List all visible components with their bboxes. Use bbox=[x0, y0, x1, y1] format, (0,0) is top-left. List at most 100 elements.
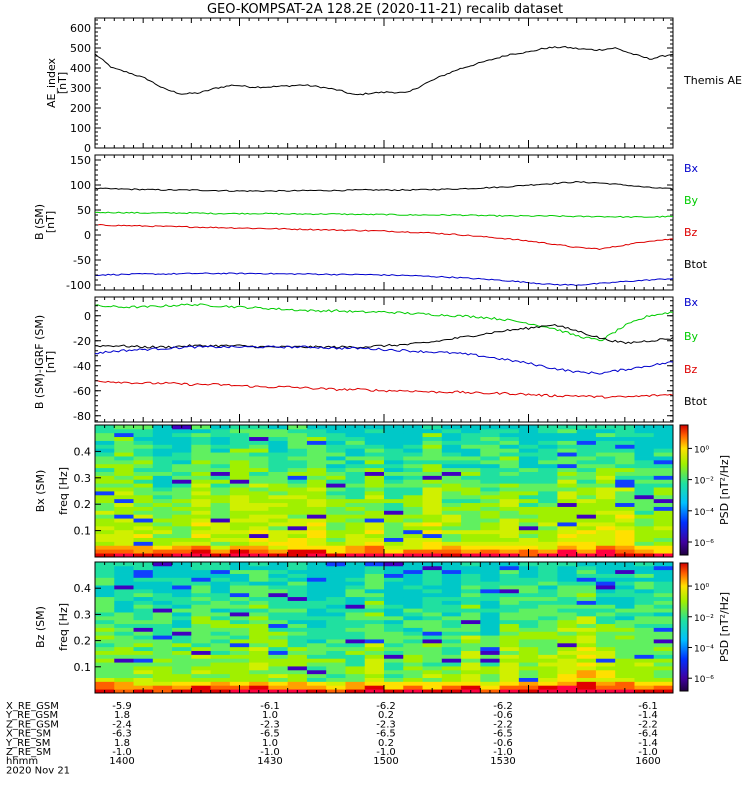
spectrogram-cell bbox=[634, 541, 655, 546]
spectrogram-cell bbox=[595, 585, 616, 590]
spectrogram-cell bbox=[268, 615, 289, 621]
spectrogram-cell bbox=[306, 677, 327, 682]
spectrogram-cell bbox=[653, 585, 674, 590]
spectrogram-cell bbox=[557, 592, 578, 598]
spectrogram-cell bbox=[480, 525, 500, 531]
spectrogram-cell bbox=[499, 448, 520, 453]
spectrogram-cell bbox=[615, 588, 635, 594]
spectrogram-cell bbox=[518, 436, 539, 441]
spectrogram-cell bbox=[191, 475, 211, 480]
spectrogram-cell bbox=[133, 463, 154, 469]
spectrogram-cell bbox=[403, 506, 423, 511]
spectrogram-cell bbox=[345, 677, 366, 682]
spectrogram-cell bbox=[229, 581, 250, 586]
spectrogram-cell bbox=[229, 677, 250, 682]
spectrogram-cell bbox=[538, 662, 558, 667]
spectrogram-cell bbox=[345, 428, 366, 434]
spectrogram-cell bbox=[422, 608, 443, 613]
spectrogram-cell bbox=[249, 440, 269, 445]
spectrogram-cell bbox=[518, 666, 539, 671]
bx-colorbar bbox=[679, 424, 689, 556]
spectrogram-cell bbox=[172, 646, 192, 652]
spectrogram-cell bbox=[403, 533, 423, 538]
spectrogram-cell bbox=[403, 436, 423, 441]
spectrogram-cell bbox=[441, 681, 462, 686]
spectrogram-cell bbox=[268, 529, 289, 535]
spectrogram-cell bbox=[229, 569, 250, 574]
spectrogram-cell bbox=[538, 491, 558, 496]
spectrogram-cell bbox=[133, 456, 154, 461]
spectrogram-cell bbox=[461, 506, 481, 511]
spectrogram-cell bbox=[114, 452, 134, 457]
spectrogram-cell bbox=[634, 514, 655, 519]
spectrogram-cell bbox=[384, 471, 404, 476]
spectrogram-cell bbox=[461, 514, 481, 519]
spectrogram-cell bbox=[518, 444, 539, 449]
spectrogram-cell bbox=[422, 673, 443, 678]
spectrogram-cell bbox=[249, 432, 269, 438]
spectrogram-cell bbox=[114, 650, 134, 655]
spectrogram-cell bbox=[249, 459, 269, 465]
spectrogram-cell bbox=[326, 529, 346, 535]
spectrogram-cell bbox=[364, 604, 385, 609]
spectrogram-cell bbox=[576, 428, 597, 434]
spectrogram-cell bbox=[441, 654, 462, 659]
spectrogram-cell bbox=[615, 549, 635, 554]
spectrogram-cell bbox=[441, 502, 462, 507]
spectrogram-cell bbox=[595, 541, 616, 546]
spectrogram-cell bbox=[364, 436, 385, 441]
spectrogram-cell bbox=[461, 658, 481, 663]
spectrogram-cell bbox=[229, 510, 250, 515]
spectrogram-cell bbox=[249, 452, 269, 457]
spectrogram-cell bbox=[557, 440, 578, 445]
spectrogram-cell bbox=[95, 592, 115, 598]
spectrogram-cell bbox=[384, 494, 404, 500]
spectrogram-cell bbox=[403, 514, 423, 519]
spectrogram-cell bbox=[576, 627, 597, 632]
ytick-label: 0 bbox=[84, 229, 91, 242]
spectrogram-cell bbox=[172, 631, 192, 636]
spectrogram-cell bbox=[480, 666, 500, 671]
spectrogram-cell bbox=[95, 573, 115, 578]
spectrogram-cell bbox=[114, 635, 134, 640]
spectrogram-cell bbox=[538, 475, 558, 480]
spectrogram-cell bbox=[306, 491, 327, 496]
spectrogram-cell bbox=[133, 577, 154, 582]
spectrogram-cell bbox=[422, 592, 443, 598]
spectrogram-cell bbox=[557, 506, 578, 511]
spectrogram-cell bbox=[441, 471, 462, 476]
spectrogram-cell bbox=[287, 440, 308, 445]
spectrogram-cell bbox=[499, 666, 520, 671]
spectrogram-cell bbox=[345, 592, 366, 598]
spectrogram-cell bbox=[268, 483, 289, 488]
spectrogram-cell bbox=[384, 529, 404, 535]
spectrogram-cell bbox=[133, 573, 154, 578]
spectrogram-cell bbox=[384, 635, 404, 640]
spectrogram-cell bbox=[461, 681, 481, 686]
spectrogram-cell bbox=[114, 456, 134, 461]
spectrogram-cell bbox=[152, 452, 173, 457]
spectrogram-cell bbox=[634, 677, 655, 682]
spectrogram-cell bbox=[345, 666, 366, 671]
spectrogram-cell bbox=[191, 448, 211, 453]
spectrogram-cell bbox=[634, 615, 655, 621]
spectrogram-cell bbox=[557, 487, 578, 492]
spectrogram-cell bbox=[615, 612, 635, 617]
spectrogram-cell bbox=[152, 525, 173, 531]
spectrogram-cell bbox=[461, 592, 481, 598]
spectrogram-cell bbox=[210, 463, 231, 469]
spectrogram-cell bbox=[595, 685, 616, 690]
spectrogram-cell bbox=[133, 588, 154, 594]
spectrogram-cell bbox=[422, 635, 443, 640]
ephemeris-value: 1.8 bbox=[114, 738, 130, 749]
spectrogram-cell bbox=[480, 428, 500, 434]
spectrogram-cell bbox=[441, 685, 462, 690]
spectrogram-cell bbox=[538, 533, 558, 538]
spectrogram-cell bbox=[229, 612, 250, 617]
spectrogram-cell bbox=[210, 615, 231, 621]
spectrogram-cell bbox=[152, 565, 173, 571]
spectrogram-cell bbox=[595, 440, 616, 445]
spectrogram-cell bbox=[595, 463, 616, 469]
spectrogram-cell bbox=[461, 623, 481, 628]
spectrogram-cell bbox=[441, 600, 462, 605]
